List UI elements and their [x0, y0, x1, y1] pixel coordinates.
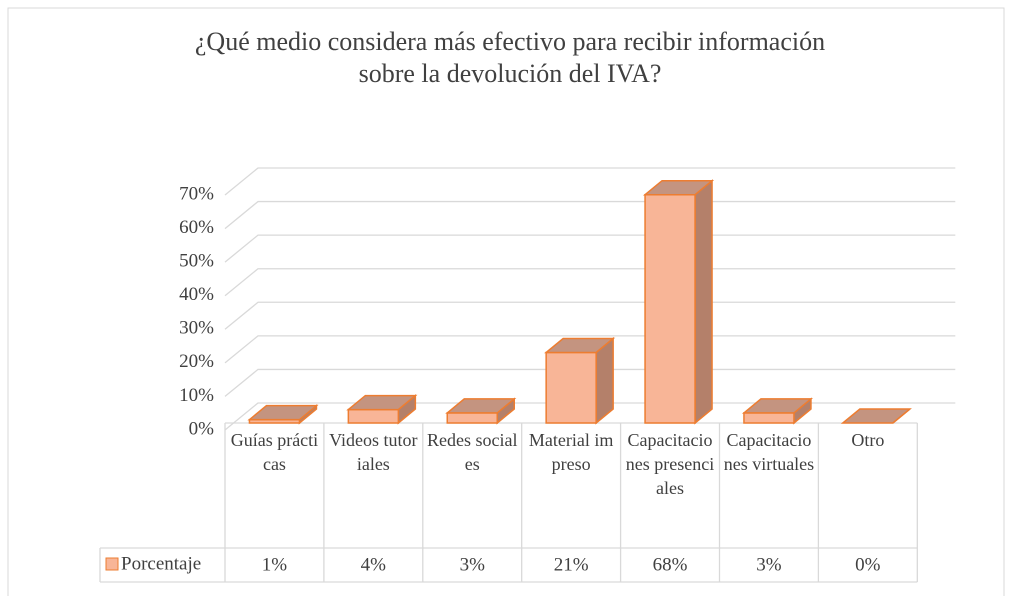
- x-tick-label: Material impreso: [528, 430, 614, 474]
- bar-top: [642, 179, 715, 196]
- y-tick-label: 60%: [179, 217, 214, 238]
- bar: [743, 412, 795, 424]
- bar: [347, 408, 400, 424]
- x-tick-box: Guías prácticas: [230, 430, 319, 474]
- chart-border: [7, 7, 1005, 596]
- chart-title: ¿Qué medio considera más efectivo para r…: [194, 27, 826, 88]
- bar: [446, 412, 498, 424]
- y-tick-label: 20%: [179, 351, 214, 372]
- grid-line: [224, 368, 956, 397]
- chart-title-box: ¿Qué medio considera más efectivo para r…: [194, 27, 826, 88]
- x-tick-box: Redes sociales: [427, 430, 518, 474]
- bar: [545, 351, 597, 424]
- x-tick-box: Capacitaciones presenciales: [625, 430, 715, 498]
- data-table-value: 3%: [756, 554, 782, 575]
- bar-top: [544, 337, 616, 354]
- grid-line: [224, 200, 956, 230]
- bar-top: [346, 394, 418, 411]
- grid-line: [224, 402, 956, 431]
- bar-side: [694, 179, 713, 425]
- bar-top: [840, 408, 912, 424]
- y-tick-label: 30%: [179, 318, 214, 339]
- legend-swatch: [105, 557, 119, 571]
- data-table-value: 1%: [262, 554, 288, 575]
- x-tick-label: Redes sociales: [427, 430, 518, 474]
- bar-top: [741, 398, 814, 414]
- x-tick-label: Otro: [851, 430, 885, 450]
- grid-line: [224, 335, 956, 364]
- x-tick-box: Capacitaciones virtuales: [723, 430, 815, 474]
- x-tick-label: Capacitaciones virtuales: [723, 430, 815, 474]
- data-table-value: 21%: [554, 554, 589, 575]
- x-tick-box: Otro: [851, 430, 885, 450]
- y-tick-label: 10%: [179, 385, 214, 406]
- bar-top: [247, 404, 319, 421]
- data-table-value: 3%: [460, 554, 486, 575]
- x-tick-label: Guías prácticas: [230, 430, 319, 474]
- legend-label: Porcentaje: [121, 553, 201, 574]
- y-tick-label: 50%: [179, 251, 214, 272]
- y-tick-label: 40%: [179, 284, 214, 305]
- bar-top: [445, 398, 517, 414]
- y-tick-label: 0%: [189, 418, 215, 439]
- x-tick-box: Videos tutoriales: [329, 430, 418, 474]
- grid-line: [224, 167, 956, 196]
- x-tick-label: Videos tutoriales: [329, 430, 418, 474]
- bar: [644, 193, 696, 424]
- grid-line: [224, 268, 956, 297]
- grid-line: [224, 234, 956, 263]
- y-tick-label: 70%: [179, 183, 214, 204]
- x-tick-label: Capacitaciones presenciales: [625, 430, 715, 498]
- x-tick-box: Material impreso: [528, 430, 614, 474]
- grid-line: [224, 301, 956, 330]
- data-table-value: 4%: [361, 554, 387, 575]
- data-table-value: 68%: [653, 554, 688, 575]
- data-table-value: 0%: [855, 554, 881, 575]
